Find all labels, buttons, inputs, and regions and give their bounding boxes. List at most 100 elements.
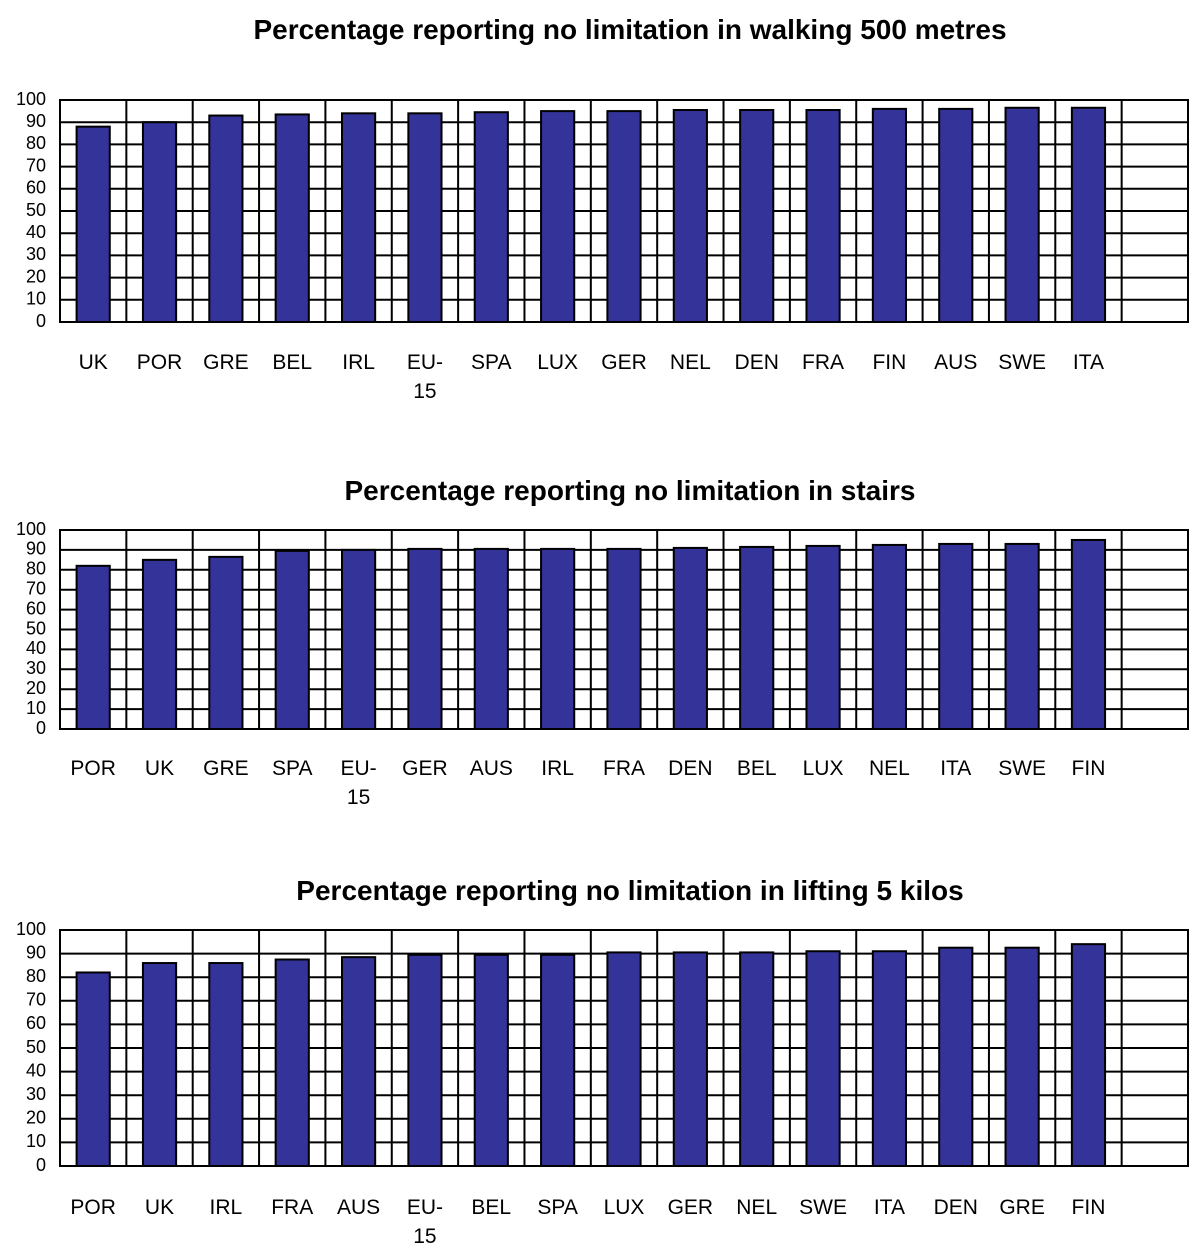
bar <box>1004 946 1040 1168</box>
x-tick-label: GER <box>402 757 448 780</box>
bar <box>805 950 841 1167</box>
bar <box>1070 106 1107 323</box>
x-tick-label: NEL <box>868 757 910 780</box>
y-tick-label: 40 <box>26 222 46 242</box>
x-tick-label: POR <box>70 757 116 780</box>
bar <box>739 545 775 731</box>
x-tick-label: UK <box>78 351 108 374</box>
bar <box>871 107 908 323</box>
x-tick-label: FRA <box>271 1196 314 1219</box>
x-tick-label: GRE <box>203 757 249 780</box>
y-tick-label: 10 <box>26 1131 46 1151</box>
bar <box>473 953 509 1167</box>
x-tick-label: FIN <box>872 351 907 374</box>
bar <box>473 111 509 323</box>
y-tick-label: 100 <box>16 89 46 109</box>
chart-title: Percentage reporting no limitation in st… <box>344 475 916 506</box>
bar <box>341 956 377 1167</box>
y-tick-label: 30 <box>26 658 46 678</box>
y-tick-label: 50 <box>26 618 46 638</box>
x-tick-label: IRL <box>541 757 574 780</box>
chart-title: Percentage reporting no limitation in wa… <box>253 14 1007 45</box>
y-tick-label: 100 <box>16 919 46 939</box>
bar <box>871 950 908 1167</box>
x-tick-label: UK <box>144 1196 175 1219</box>
bar <box>141 558 178 730</box>
x-tick-label: AUS <box>469 757 513 780</box>
y-tick-label: 50 <box>26 200 46 220</box>
bar <box>75 971 111 1168</box>
x-tick-label: SPA <box>471 351 512 374</box>
x-tick-label: FRA <box>802 351 845 374</box>
y-tick-label: 60 <box>26 598 46 618</box>
bar <box>805 544 841 731</box>
bar <box>540 953 576 1167</box>
y-tick-label: 10 <box>26 289 46 309</box>
bar <box>75 125 111 323</box>
y-tick-label: 20 <box>26 678 46 698</box>
x-tick-label: LUX <box>603 1196 645 1219</box>
bar <box>540 547 576 731</box>
bar <box>274 549 310 730</box>
y-tick-label: 80 <box>26 966 46 986</box>
bar <box>938 107 974 323</box>
bar <box>871 543 908 730</box>
bar <box>341 112 377 323</box>
y-tick-label: 20 <box>26 1108 46 1128</box>
x-tick-label: GER <box>601 351 647 374</box>
y-tick-label: 60 <box>26 1013 46 1033</box>
y-tick-label: 100 <box>16 519 46 539</box>
bar <box>739 951 775 1167</box>
y-tick-label: 90 <box>26 942 46 962</box>
x-tick-label: BEL <box>736 757 777 780</box>
bar <box>672 108 708 323</box>
y-tick-label: 70 <box>26 990 46 1010</box>
y-tick-label: 60 <box>26 178 46 198</box>
x-tick-label: POR <box>70 1196 116 1219</box>
x-tick-label: ITA <box>1072 351 1105 374</box>
x-tick-label: POR <box>136 351 183 374</box>
x-tick-label: SWE <box>998 757 1047 780</box>
bar <box>1004 542 1040 731</box>
x-tick-label: FIN <box>1071 757 1106 780</box>
bar <box>407 112 443 323</box>
x-tick-label: DEN <box>734 351 779 374</box>
x-tick-label: UK <box>144 757 175 780</box>
x-tick-label: EU-15 <box>406 1196 444 1246</box>
x-tick-label: SWE <box>799 1196 847 1219</box>
x-tick-label: BEL <box>471 1196 512 1219</box>
bar <box>274 113 310 324</box>
x-tick-label: BEL <box>272 351 313 374</box>
y-tick-label: 30 <box>26 1084 46 1104</box>
bar <box>75 564 111 730</box>
bar <box>141 121 178 324</box>
y-tick-label: 20 <box>26 266 46 286</box>
bar <box>208 555 244 730</box>
bar <box>805 108 841 323</box>
bar <box>1070 943 1107 1167</box>
bar <box>1004 106 1040 323</box>
bar <box>274 958 310 1167</box>
bar <box>141 962 178 1168</box>
x-tick-label: SPA <box>537 1196 578 1219</box>
x-tick-label: ITA <box>873 1196 905 1219</box>
y-tick-label: 0 <box>36 311 46 331</box>
y-tick-label: 40 <box>26 638 46 658</box>
bar <box>407 547 443 731</box>
bar <box>540 110 576 323</box>
bar <box>739 108 775 323</box>
x-tick-label: SPA <box>272 757 313 780</box>
x-tick-label: FIN <box>1071 1196 1106 1219</box>
bar <box>407 953 443 1167</box>
bar <box>672 951 708 1167</box>
y-tick-label: 10 <box>26 698 46 718</box>
bar <box>606 110 642 323</box>
y-tick-label: 90 <box>26 539 46 559</box>
x-tick-label: NEL <box>669 351 711 374</box>
x-tick-label: AUS <box>934 351 978 374</box>
y-tick-label: 90 <box>26 111 46 131</box>
x-tick-label: GRE <box>203 351 249 374</box>
